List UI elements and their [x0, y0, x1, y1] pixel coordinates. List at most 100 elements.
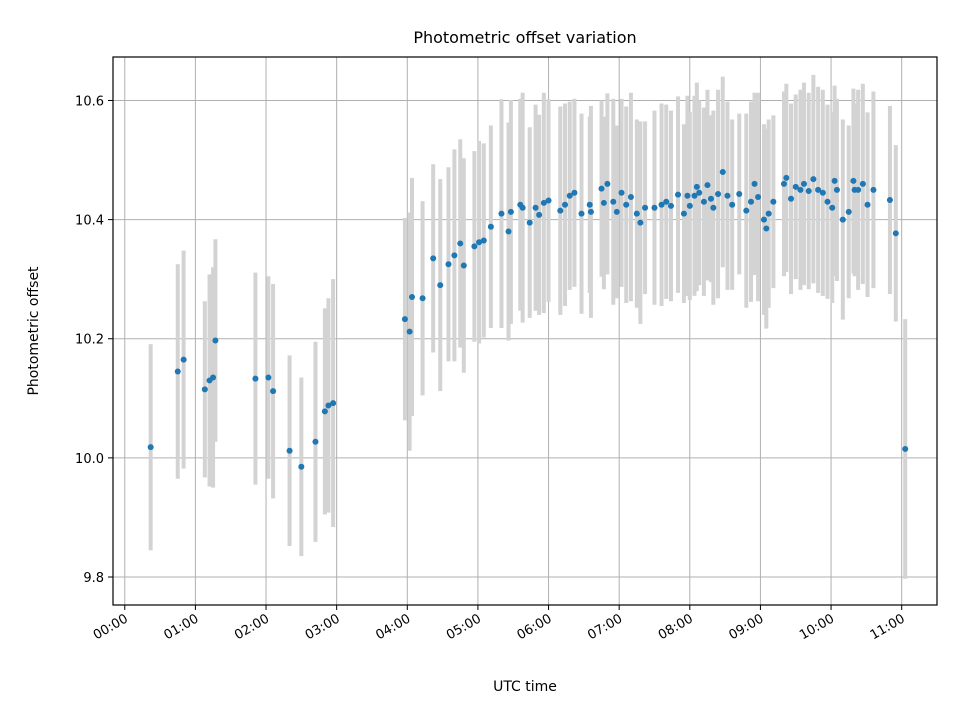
data-point — [312, 438, 319, 445]
data-point — [526, 219, 533, 226]
data-point — [505, 228, 512, 235]
data-point — [566, 192, 573, 199]
data-point — [445, 261, 452, 268]
data-point — [578, 210, 585, 217]
data-point — [788, 195, 795, 202]
data-point — [174, 368, 181, 375]
data-point — [770, 198, 777, 205]
data-point — [270, 388, 277, 395]
data-point — [902, 445, 909, 452]
data-point — [180, 356, 187, 363]
data-point — [430, 255, 437, 262]
y-tick-label: 10.4 — [75, 214, 104, 229]
data-point — [760, 216, 767, 223]
data-point — [408, 294, 415, 301]
data-point — [401, 316, 408, 323]
data-point — [610, 198, 617, 205]
data-point — [618, 189, 625, 196]
data-point — [815, 186, 822, 193]
data-point — [850, 177, 857, 184]
data-point — [487, 223, 494, 230]
data-point — [845, 208, 852, 215]
data-point — [265, 374, 272, 381]
data-point — [831, 177, 838, 184]
data-point — [824, 198, 831, 205]
data-point — [252, 375, 259, 382]
data-point — [780, 180, 787, 187]
data-point — [437, 282, 444, 289]
data-point — [637, 219, 644, 226]
chart-title: Photometric offset variation — [413, 28, 636, 47]
data-point — [680, 210, 687, 217]
data-point — [406, 328, 413, 335]
data-point — [719, 168, 726, 175]
data-point — [707, 195, 714, 202]
data-point — [704, 182, 711, 189]
data-point — [627, 193, 634, 200]
data-point — [715, 191, 722, 197]
data-point — [147, 444, 154, 451]
data-point — [210, 374, 217, 381]
data-point — [667, 202, 674, 209]
data-point — [507, 208, 514, 215]
x-axis-label: UTC time — [493, 679, 557, 695]
plot-frame — [112, 56, 938, 606]
data-point — [710, 204, 717, 211]
y-tick-label: 10.2 — [75, 333, 104, 348]
data-point — [797, 186, 804, 193]
y-axis-ticks: 9.8 10.0 10.2 10.4 10.6 — [75, 94, 113, 586]
data-point — [325, 402, 332, 409]
data-point — [613, 208, 620, 215]
data-point — [536, 211, 543, 218]
data-point — [763, 225, 770, 232]
data-point — [743, 207, 750, 214]
y-axis-label: Photometric offset — [26, 266, 42, 396]
data-point — [684, 192, 691, 199]
data-point — [460, 262, 467, 269]
data-points — [147, 168, 909, 470]
data-point — [765, 210, 772, 217]
data-point — [870, 186, 877, 193]
data-point — [686, 202, 693, 209]
data-point — [419, 295, 426, 302]
data-point — [886, 196, 893, 203]
data-point — [729, 201, 736, 208]
data-point — [298, 463, 305, 470]
data-point — [892, 230, 899, 237]
data-point — [663, 198, 670, 205]
data-point — [751, 180, 758, 187]
data-point — [586, 201, 593, 208]
data-point — [562, 201, 569, 208]
data-point — [519, 204, 526, 211]
data-point — [587, 208, 594, 215]
data-point — [571, 189, 578, 196]
data-point — [480, 237, 487, 244]
data-point — [498, 210, 505, 217]
data-point — [755, 193, 762, 200]
data-point — [457, 240, 464, 247]
data-point — [286, 447, 293, 454]
data-point — [658, 201, 665, 208]
data-point — [792, 183, 799, 190]
data-point — [800, 180, 807, 187]
data-point — [451, 252, 458, 259]
data-point — [212, 337, 219, 344]
data-point — [839, 216, 846, 223]
data-point — [642, 204, 649, 211]
data-point — [623, 201, 630, 208]
data-point — [201, 386, 208, 393]
data-point — [700, 198, 707, 205]
data-point — [675, 191, 682, 198]
data-point — [805, 188, 812, 195]
data-point — [540, 199, 547, 206]
data-point — [604, 180, 611, 187]
data-point — [819, 189, 826, 196]
data-point — [859, 180, 866, 187]
data-point — [855, 186, 862, 193]
data-point — [545, 197, 552, 204]
y-tick-label: 9.8 — [83, 571, 104, 586]
data-point — [321, 408, 328, 415]
data-point — [476, 239, 483, 246]
data-point — [598, 185, 605, 192]
